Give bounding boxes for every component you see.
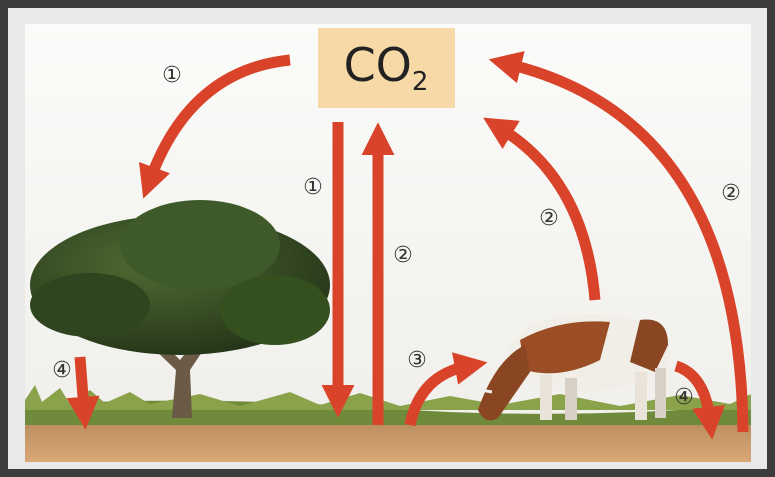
step-label: ② (393, 243, 413, 268)
page: CO2 ① ① ② ② ② ③ ④ ④ (() => { const data … (0, 0, 775, 477)
step-label: ③ (407, 348, 427, 373)
step-label: ④ (52, 358, 72, 383)
step-label: ① (303, 175, 323, 200)
step-label: ② (721, 181, 741, 206)
arrow (80, 357, 84, 410)
step-label: ② (539, 206, 559, 231)
step-label: ① (162, 63, 182, 88)
diagram: CO2 ① ① ② ② ② ③ ④ ④ (0, 0, 775, 477)
step-label: ④ (674, 385, 694, 410)
co2-subscript: 2 (412, 67, 429, 97)
co2-main: CO (344, 38, 412, 92)
